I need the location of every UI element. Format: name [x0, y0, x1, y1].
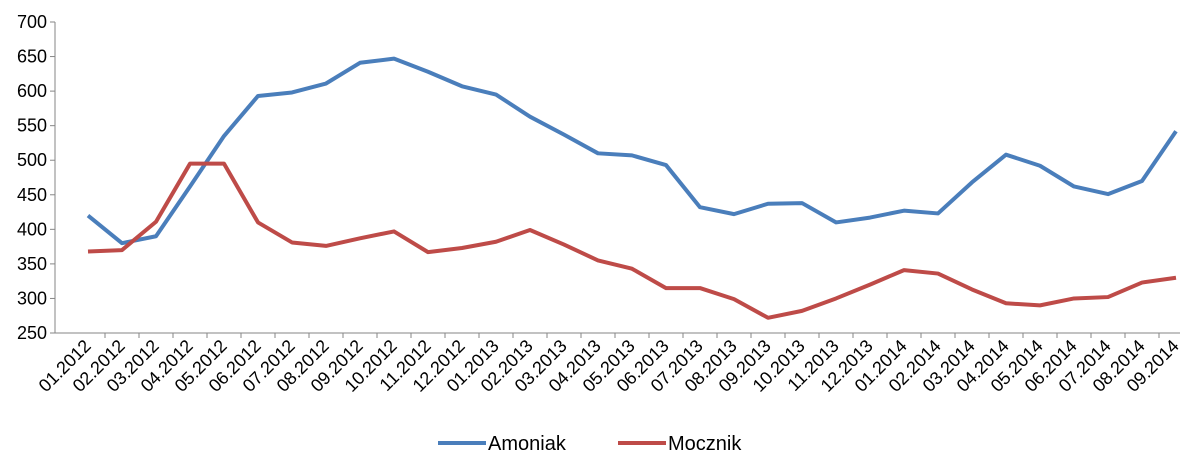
series-line	[87, 161, 1177, 320]
legend-label: Mocznik	[668, 433, 742, 455]
y-tick-label: 450	[17, 185, 47, 205]
legend-item: Amoniak	[438, 433, 567, 455]
y-tick-label: 700	[17, 12, 47, 32]
y-tick-label: 300	[17, 288, 47, 308]
y-tick-label: 500	[17, 150, 47, 170]
y-tick-label: 650	[17, 47, 47, 67]
y-tick-label: 550	[17, 116, 47, 136]
series-line	[86, 56, 1178, 246]
legend-label: Amoniak	[488, 433, 567, 455]
y-tick-label: 400	[17, 219, 47, 239]
y-tick-label: 600	[17, 81, 47, 101]
y-tick-label: 350	[17, 254, 47, 274]
legend-item: Mocznik	[618, 433, 742, 455]
y-tick-label: 250	[17, 323, 47, 343]
